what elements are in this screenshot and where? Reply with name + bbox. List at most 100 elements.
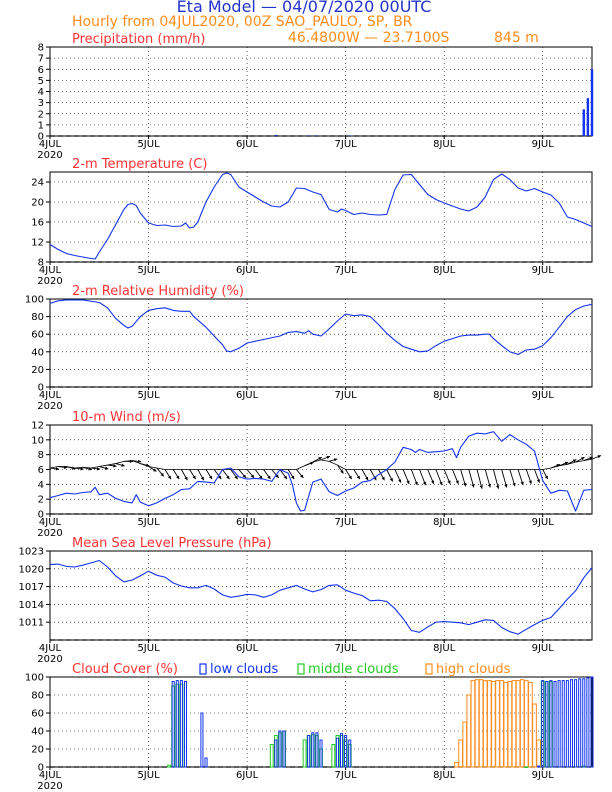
y-tick-label: 5 — [38, 76, 44, 87]
low-cloud-bar — [315, 732, 319, 768]
panel-title-wind: 10-m Wind (m/s) — [72, 410, 181, 425]
x-tick-label: 7JUL — [335, 390, 358, 401]
precip-bar — [590, 69, 594, 136]
y-tick-label: 1014 — [19, 600, 44, 611]
x-tick-label: 9JUL — [532, 390, 555, 401]
x-tick-label: 6JUL — [236, 643, 259, 654]
wind-arrow-head — [192, 475, 196, 480]
x-tick-label: 9JUL — [532, 265, 555, 276]
high-cloud-bar — [487, 680, 492, 768]
high-cloud-bar — [495, 680, 500, 768]
y-tick-label: 60 — [31, 330, 44, 341]
wind-arrow-head — [381, 476, 385, 481]
y-tick-label: 16 — [31, 218, 44, 229]
x-tick-label: 4JUL — [39, 390, 62, 401]
location-coordinates: 46.4800W — 23.7100S — [288, 30, 450, 46]
high-cloud-bar — [470, 680, 476, 768]
wind-arrow-head — [504, 484, 508, 488]
panel-title-rh: 2-m Relative Humidity (%) — [72, 284, 244, 299]
high-cloud-bar — [519, 679, 525, 768]
wind-arrow-head — [208, 475, 213, 480]
high-cloud-bar — [478, 679, 484, 768]
wind-arrow-head — [487, 484, 492, 488]
wind-arrow-head — [348, 475, 352, 480]
x-tick-label: 7JUL — [335, 265, 358, 276]
x-tick-year: 2020 — [37, 781, 62, 792]
wind-arrow-head — [333, 458, 338, 462]
x-tick-year: 2020 — [37, 401, 62, 412]
wind-arrow-head — [431, 480, 435, 484]
precip-bar — [586, 98, 590, 136]
x-tick-label: 4JUL — [39, 139, 62, 150]
y-tick-label: 60 — [31, 709, 44, 720]
panel-clouds: 0 20 40 60 80 100 4JUL2020 5JUL 6JUL 7JUL 8JUL 9JUL… — [25, 662, 594, 792]
mid-cloud-bar — [302, 739, 307, 768]
y-tick-label: 100 — [25, 295, 44, 306]
high-cloud-bar — [503, 681, 509, 768]
wind-arrow-head — [340, 469, 344, 474]
high-cloud-bar — [511, 680, 517, 768]
panel-rh: 0 20 40 60 80 100 4JUL2020 5JUL 6JUL 7JUL 8JUL 9JUL… — [25, 284, 593, 412]
low-cloud-bar — [553, 681, 557, 768]
wind-arrow-head — [581, 457, 585, 461]
low-cloud-bar — [565, 680, 569, 768]
y-tick-label: 2 — [38, 109, 44, 120]
wind-arrow-head — [406, 480, 410, 484]
precip-bar — [274, 134, 278, 136]
x-tick-label: 6JUL — [236, 390, 259, 401]
wind-arrow-shaft — [493, 469, 499, 489]
mslp-series-line — [49, 559, 593, 635]
wind-arrow-head — [556, 463, 560, 468]
y-tick-label: 2 — [38, 495, 44, 506]
low-cloud-bar — [171, 681, 175, 768]
precip-bar — [348, 135, 351, 137]
x-tick-label: 7JUL — [335, 770, 358, 781]
panel-title-precip: Precipitation (mm/h) — [72, 32, 205, 47]
x-tick-year: 2020 — [37, 654, 62, 665]
x-tick-label: 5JUL — [137, 139, 160, 150]
low-cloud-bar — [179, 680, 183, 768]
wind-arrow-head — [176, 475, 180, 480]
wind-arrow-head — [275, 474, 279, 478]
wind-arrow-head — [564, 461, 569, 465]
wind-arrow-head — [291, 475, 295, 480]
high-cloud-bar — [532, 703, 537, 768]
high-cloud-bar — [474, 679, 480, 768]
x-tick-year: 2020 — [37, 150, 62, 161]
y-tick-label: 20 — [31, 198, 44, 209]
panel-mslp: 1011 1014 1017 1020 1023 4JUL2020 5JUL 6JUL 7JUL… — [19, 536, 593, 665]
wind-arrow-shaft — [476, 469, 483, 489]
wind-arrow-head — [55, 467, 59, 471]
x-tick-label: 5JUL — [137, 770, 160, 781]
legend-label-0: low clouds — [210, 662, 279, 677]
wind-arrow-head — [250, 474, 255, 478]
y-tick-label: 4 — [38, 480, 44, 491]
y-tick-label: 1020 — [19, 564, 44, 575]
wind-arrow-head — [167, 475, 171, 480]
high-cloud-bar — [536, 739, 541, 768]
y-tick-label: 4 — [38, 87, 44, 98]
y-tick-label: 3 — [38, 98, 44, 109]
y-tick-label: 0 — [38, 510, 44, 521]
legend-swatch-2 — [425, 663, 433, 675]
y-tick-label: 0 — [38, 132, 44, 143]
x-tick-label: 5JUL — [137, 517, 160, 528]
y-tick-label: 7 — [38, 54, 44, 65]
y-tick-label: 8 — [38, 450, 44, 461]
wind-arrow-head — [439, 481, 443, 486]
wind-arrow-head — [512, 482, 516, 487]
y-tick-label: 100 — [25, 673, 44, 684]
low-cloud-bar — [545, 681, 549, 768]
y-tick-label: 1011 — [19, 618, 44, 629]
precip-bar — [315, 135, 319, 137]
x-tick-label: 8JUL — [433, 517, 456, 528]
y-tick-label: 8 — [38, 43, 44, 54]
wind-arrow-head — [398, 479, 402, 483]
x-tick-label: 5JUL — [137, 265, 160, 276]
high-cloud-bar — [482, 680, 488, 768]
low-cloud-bar — [557, 680, 561, 768]
x-tick-label: 8JUL — [433, 139, 456, 150]
x-tick-label: 6JUL — [236, 770, 259, 781]
high-cloud-bar — [454, 762, 459, 768]
